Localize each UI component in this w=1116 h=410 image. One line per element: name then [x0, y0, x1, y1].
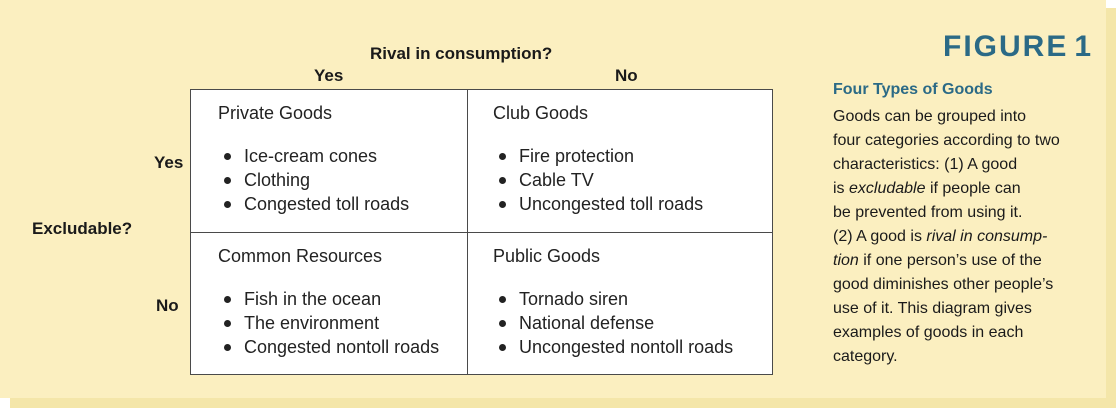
caption-line: use of it. This diagram gives — [833, 300, 1032, 317]
cell-title: Club Goods — [493, 103, 589, 123]
list-item: Congested nontoll roads — [218, 335, 439, 359]
row-header-yes: Yes — [154, 153, 184, 172]
caption-line: is excludable if people can — [833, 177, 1103, 201]
caption-emphasis: excludable — [849, 180, 926, 197]
list-item: Uncongested toll roads — [493, 192, 703, 216]
panel-shadow — [10, 398, 1116, 408]
cell-common-resources: Common Resources Fish in the ocean The e… — [218, 244, 439, 359]
excludable-axis-title: Excludable? — [32, 219, 133, 238]
caption-line: examples of goods in each — [833, 324, 1024, 341]
cell-club-goods: Club Goods Fire protection Cable TV Unco… — [493, 101, 703, 216]
figure-label: FIGURE 1 — [943, 30, 1093, 64]
caption-line: tion if one person’s use of the — [833, 249, 1103, 273]
caption-line: good diminishes other people’s — [833, 276, 1054, 293]
column-header-yes: Yes — [314, 66, 344, 85]
list-item: Tornado siren — [493, 287, 733, 311]
caption-line: four categories according to two — [833, 132, 1060, 149]
cell-public-goods: Public Goods Tornado siren National defe… — [493, 244, 733, 359]
caption-line: (2) A good is rival in consump- — [833, 225, 1103, 249]
cell-title: Public Goods — [493, 246, 601, 266]
caption-text: (2) A good is — [833, 228, 927, 245]
goods-list: Fish in the ocean The environment Conges… — [218, 287, 439, 359]
list-item: Fire protection — [493, 144, 703, 168]
list-item: Clothing — [218, 168, 409, 192]
panel-shadow — [1106, 8, 1116, 406]
list-item: The environment — [218, 311, 439, 335]
figure-number: 1 — [1074, 30, 1094, 63]
caption-line: category. — [833, 348, 898, 365]
caption-line: be prevented from using it. — [833, 204, 1023, 221]
caption-text: is — [833, 180, 849, 197]
caption-line: Goods can be grouped into — [833, 108, 1027, 125]
list-item: Congested toll roads — [218, 192, 409, 216]
goods-list: Fire protection Cable TV Uncongested tol… — [493, 144, 703, 216]
cell-title: Private Goods — [218, 103, 333, 123]
figure-label-text: FIGURE — [943, 30, 1069, 63]
goods-list: Ice-cream cones Clothing Congested toll … — [218, 144, 409, 216]
caption-emphasis: tion — [833, 252, 859, 269]
list-item: Cable TV — [493, 168, 703, 192]
cell-private-goods: Private Goods Ice-cream cones Clothing C… — [218, 101, 409, 216]
caption-emphasis: rival in consump- — [926, 228, 1048, 245]
goods-matrix: Private Goods Ice-cream cones Clothing C… — [190, 89, 773, 375]
column-header-no: No — [615, 66, 638, 85]
list-item: Fish in the ocean — [218, 287, 439, 311]
row-header-no: No — [156, 296, 179, 315]
caption-title: Four Types of Goods — [833, 81, 993, 98]
caption-text: if one person’s use of the — [858, 252, 1042, 269]
grid-divider — [191, 232, 772, 233]
list-item: Ice-cream cones — [218, 144, 409, 168]
caption-line: characteristics: (1) A good — [833, 156, 1018, 173]
rival-axis-title: Rival in consumption? — [370, 44, 553, 63]
caption-text: if people can — [925, 180, 1021, 197]
list-item: Uncongested nontoll roads — [493, 335, 733, 359]
list-item: National defense — [493, 311, 733, 335]
cell-title: Common Resources — [218, 246, 383, 266]
goods-list: Tornado siren National defense Uncongest… — [493, 287, 733, 359]
figure-caption: Goods can be grouped into four categorie… — [833, 105, 1103, 369]
